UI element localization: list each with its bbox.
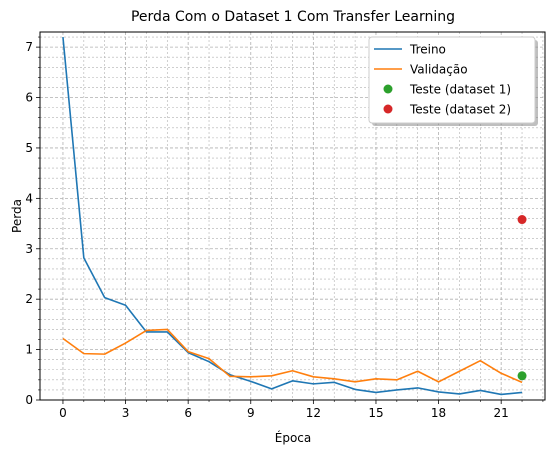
y-tick-label: 6 [25, 91, 33, 105]
y-tick-label: 0 [25, 393, 33, 407]
legend-point-swatch [384, 105, 393, 114]
x-tick-label: 0 [59, 406, 67, 420]
series-point [518, 215, 527, 224]
series-point [518, 371, 527, 380]
legend: Treino Validação Teste (dataset 1) Teste (d… [369, 37, 538, 126]
x-tick-label: 12 [306, 406, 321, 420]
x-tick-label: 21 [494, 406, 509, 420]
x-tick-label: 9 [247, 406, 255, 420]
y-tick-label: 7 [25, 40, 33, 54]
legend-point-swatch [384, 85, 393, 94]
y-tick-label: 2 [25, 292, 33, 306]
x-tick-label: 6 [184, 406, 192, 420]
legend-label: Validação [410, 63, 468, 77]
x-tick-label: 18 [431, 406, 446, 420]
y-tick-label: 5 [25, 141, 33, 155]
y-axis-label: Perda [10, 199, 24, 233]
x-axis-label: Época [275, 430, 312, 445]
y-tick-label: 4 [25, 191, 33, 205]
chart-title: Perda Com o Dataset 1 Com Transfer Learn… [131, 9, 455, 25]
legend-label: Treino [409, 43, 446, 57]
legend-label: Teste (dataset 1) [409, 83, 511, 97]
x-tick-label: 15 [368, 406, 383, 420]
legend-label: Teste (dataset 2) [409, 103, 511, 117]
y-tick-label: 1 [25, 343, 33, 357]
x-tick-label: 3 [122, 406, 130, 420]
y-tick-label: 3 [25, 242, 33, 256]
